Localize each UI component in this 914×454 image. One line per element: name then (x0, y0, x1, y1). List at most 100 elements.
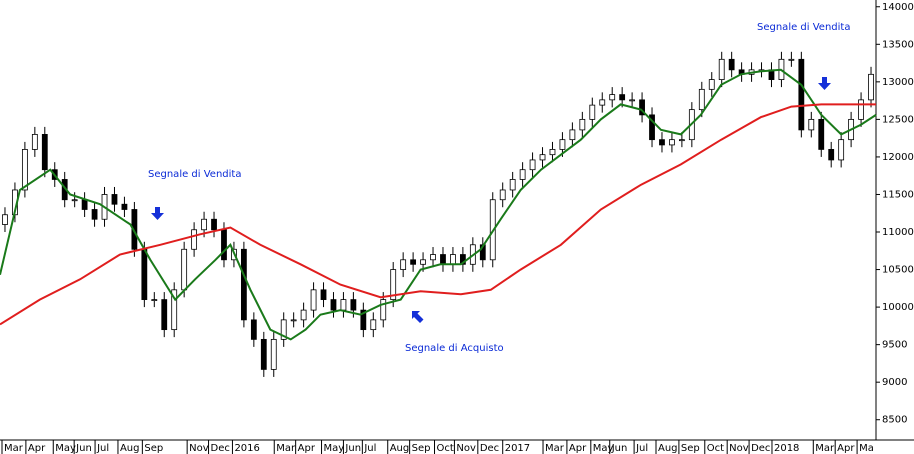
candle-body (708, 79, 715, 90)
y-tick-label: 11500 (882, 189, 914, 200)
candle-body (669, 139, 675, 146)
candle-body (2, 214, 8, 225)
annotation: Segnale di Vendita (148, 169, 241, 180)
candle-body (858, 99, 864, 120)
candle-body (211, 218, 217, 231)
x-tick-label: Aug (658, 443, 678, 454)
candle-body (619, 94, 626, 101)
x-tick-label: Dec (480, 443, 499, 454)
candle-body (181, 248, 188, 291)
candle-body (410, 259, 417, 265)
candle-body (221, 229, 227, 261)
candle-body (549, 149, 556, 156)
y-tick-label: 10500 (882, 265, 914, 276)
x-tick-label: 2017 (505, 443, 530, 454)
y-tick-label: 13500 (882, 39, 914, 50)
x-tick-label: Dec (751, 443, 770, 454)
x-tick-label: Nov (456, 443, 476, 454)
x-tick-label: Oct (707, 443, 724, 454)
y-tick-label: 12000 (882, 152, 914, 163)
candle-body (280, 319, 287, 340)
y-tick-label: 12500 (882, 114, 914, 125)
candle-body (111, 194, 118, 205)
candle-body (420, 259, 426, 265)
candle-body (639, 99, 645, 116)
candle-body (340, 299, 347, 311)
candle-body (31, 134, 38, 150)
candle-body (609, 94, 616, 101)
annotation: Segnale di Acquisto (405, 343, 504, 354)
candle-body (350, 299, 357, 311)
x-tick-label: Sep (681, 443, 700, 454)
candle-body (320, 289, 327, 300)
x-tick-label: Jun (75, 443, 92, 454)
candle-body (798, 58, 805, 131)
candle-body (440, 254, 446, 265)
candle-body (300, 309, 307, 321)
y-tick-label: 13000 (882, 77, 914, 88)
x-tick-label: Sep (412, 443, 431, 454)
candle-body (728, 58, 735, 71)
candle-body (678, 139, 685, 142)
candle-body (151, 299, 158, 301)
candle-body (191, 229, 198, 250)
candle-body (599, 99, 606, 106)
moving-average (0, 103, 876, 326)
candle-body (121, 203, 128, 210)
candle-body (539, 154, 546, 161)
x-tick-label: Apr (28, 443, 46, 454)
candle-body (390, 269, 397, 300)
candle-body (459, 254, 466, 265)
y-tick-label: 9500 (882, 340, 907, 351)
candle-body (868, 73, 874, 101)
x-tick-label: Jun (611, 443, 628, 454)
y-tick-label: 10000 (882, 302, 914, 313)
candle-body (579, 118, 586, 131)
candle-body (718, 58, 725, 80)
x-tick-label: May (593, 443, 614, 454)
candle-body (808, 118, 815, 131)
x-tick-label: 2018 (774, 443, 799, 454)
candle-body (519, 169, 526, 180)
x-tick-label: Mar (545, 443, 565, 454)
x-tick-label: Sep (144, 443, 163, 454)
x-tick-label: Apr (569, 443, 587, 454)
x-tick-label: Aug (120, 443, 140, 454)
x-tick-label: Mar (4, 443, 24, 454)
x-tick-label: Dec (211, 443, 230, 454)
candle-body (370, 319, 377, 331)
candle-body (260, 338, 267, 370)
y-tick-label: 14000 (882, 2, 914, 13)
candle-body (270, 338, 277, 370)
candle-body (569, 129, 576, 141)
x-tick-label: Ma (859, 443, 874, 454)
candle-body (649, 114, 655, 141)
x-tick-label: Nov (189, 443, 209, 454)
candle-body (360, 309, 367, 331)
x-tick-label: 2016 (234, 443, 259, 454)
candle-body (161, 299, 168, 331)
candle-body (529, 159, 536, 171)
candle-body (131, 209, 138, 250)
x-tick-label: Apr (298, 443, 316, 454)
candle-body (559, 139, 566, 150)
x-tick-label: Mar (815, 443, 835, 454)
y-tick-label: 8500 (882, 415, 907, 426)
candle-body (201, 218, 207, 231)
candle-body (450, 254, 456, 265)
candle-body (589, 104, 596, 120)
candle-body (659, 139, 665, 146)
x-tick-label: Jul (635, 443, 648, 454)
candle-body (698, 88, 705, 111)
arrows (151, 77, 831, 323)
candle-body (290, 319, 297, 322)
candle-body (330, 299, 337, 311)
x-tick-label: Mar (276, 443, 296, 454)
candle-body (250, 319, 257, 340)
candle-body (788, 58, 795, 61)
candle-body (509, 179, 516, 191)
arrow-down (818, 77, 831, 90)
candle-body (400, 259, 407, 270)
candle-body (310, 289, 317, 311)
